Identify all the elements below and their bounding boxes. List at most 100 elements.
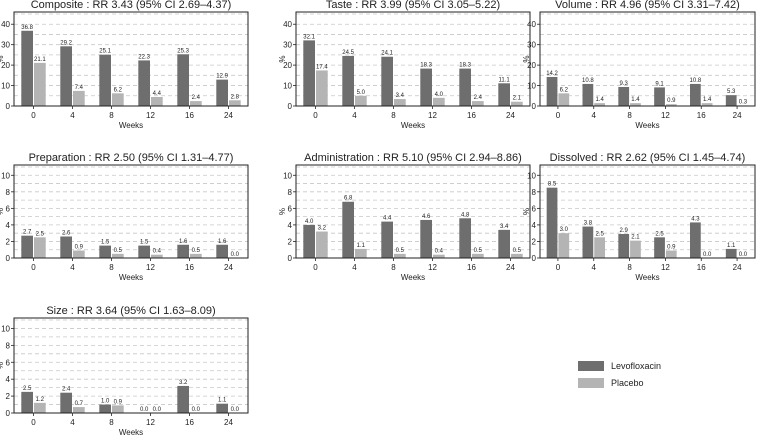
data-label: 21.1 xyxy=(34,57,46,63)
bar-placebo xyxy=(511,253,523,258)
data-label: 2.5 xyxy=(595,231,604,237)
x-tick-label: 12 xyxy=(146,263,155,272)
y-tick-label: 20 xyxy=(283,61,292,70)
x-tick-label: 12 xyxy=(146,418,155,427)
legend-label: Levofloxacin xyxy=(611,361,661,371)
y-tick-label: 30 xyxy=(1,41,10,50)
data-label: 24.5 xyxy=(342,50,354,56)
bar-placebo xyxy=(355,95,367,106)
data-label: 0.5 xyxy=(474,248,483,254)
data-label: 1.6 xyxy=(179,239,188,245)
x-axis-label: Weeks xyxy=(401,273,425,282)
x-tick-label: 16 xyxy=(185,263,194,272)
legend-swatch xyxy=(578,361,604,371)
x-axis-label: Weeks xyxy=(119,273,143,282)
x-tick-label: 0 xyxy=(556,263,561,272)
y-axis-label: % xyxy=(278,55,287,62)
data-label: 18.3 xyxy=(459,63,471,69)
y-tick-label: 0 xyxy=(288,254,293,263)
panel-frame xyxy=(13,317,249,414)
data-label: 2.7 xyxy=(23,230,32,236)
data-label: 0.0 xyxy=(231,252,240,258)
x-tick-label: 24 xyxy=(733,263,742,272)
data-label: 2.8 xyxy=(231,94,240,100)
y-tick-label: 0 xyxy=(6,102,11,111)
x-tick-label: 24 xyxy=(506,263,515,272)
x-tick-label: 8 xyxy=(109,263,114,272)
bar-levofloxacin xyxy=(99,245,111,258)
data-label: 2.5 xyxy=(36,231,45,237)
y-tick-label: 8 xyxy=(6,341,11,350)
bar-levofloxacin xyxy=(138,60,150,106)
data-label: 1.5 xyxy=(101,240,110,246)
panel-title: Taste : RR 3.99 (95% CI 3.05–5.22) xyxy=(326,0,500,11)
bar-levofloxacin xyxy=(303,224,315,258)
panel-frame xyxy=(539,164,756,259)
y-axis-label: % xyxy=(522,208,531,215)
bar-placebo xyxy=(472,101,484,106)
y-tick-label: 20 xyxy=(1,61,10,70)
data-label: 6.2 xyxy=(114,87,123,93)
x-tick-label: 16 xyxy=(697,111,706,120)
data-label: 2.6 xyxy=(62,230,71,236)
data-label: 25.1 xyxy=(99,49,111,55)
data-label: 2.1 xyxy=(631,235,640,241)
y-tick-label: 40 xyxy=(283,20,292,29)
y-tick-label: 6 xyxy=(288,204,293,213)
data-label: 29.2 xyxy=(60,40,72,46)
bar-placebo xyxy=(316,231,328,258)
x-tick-label: 12 xyxy=(428,111,437,120)
bar-placebo xyxy=(665,104,677,106)
x-tick-label: 0 xyxy=(556,111,561,120)
data-label: 1.1 xyxy=(357,243,366,249)
x-tick-label: 0 xyxy=(31,111,36,120)
bar-levofloxacin xyxy=(303,40,315,106)
data-label: 4.0 xyxy=(435,92,444,98)
y-tick-label: 0 xyxy=(532,254,537,263)
panel-6: Size : RR 3.64 (95% CI 1.63–8.09)0246810… xyxy=(0,305,249,436)
x-axis-label: Weeks xyxy=(119,121,143,130)
bar-levofloxacin xyxy=(381,221,393,258)
y-tick-label: 0 xyxy=(532,102,537,111)
bar-placebo xyxy=(112,253,124,258)
bar-placebo xyxy=(34,237,46,258)
x-axis-label: Weeks xyxy=(635,273,659,282)
data-label: 0.5 xyxy=(192,248,201,254)
x-axis-label: Weeks xyxy=(401,121,425,130)
data-label: 10.8 xyxy=(582,78,594,84)
data-label: 1.2 xyxy=(36,397,45,403)
y-tick-label: 6 xyxy=(6,204,11,213)
data-label: 1.1 xyxy=(727,243,736,249)
x-tick-label: 12 xyxy=(661,263,670,272)
x-tick-label: 0 xyxy=(313,263,318,272)
bar-levofloxacin xyxy=(60,236,72,258)
panel-frame xyxy=(295,164,531,259)
panel-3: Preparation : RR 2.50 (95% CI 1.31–4.77)… xyxy=(0,152,249,282)
data-label: 4.8 xyxy=(461,212,470,218)
data-label: 25.3 xyxy=(177,48,189,54)
data-label: 4.3 xyxy=(691,216,700,222)
panel-title: Preparation : RR 2.50 (95% CI 1.31–4.77) xyxy=(29,152,234,164)
bar-levofloxacin xyxy=(21,391,33,413)
bar-levofloxacin xyxy=(60,46,72,106)
bar-levofloxacin xyxy=(498,229,510,258)
data-label: 0.5 xyxy=(396,248,405,254)
bar-levofloxacin xyxy=(138,245,150,258)
bar-placebo xyxy=(73,90,85,106)
x-tick-label: 8 xyxy=(109,111,114,120)
y-tick-label: 4 xyxy=(532,221,537,230)
bar-placebo xyxy=(34,62,46,106)
data-label: 0.7 xyxy=(75,401,84,407)
y-tick-label: 30 xyxy=(527,41,536,50)
x-tick-label: 4 xyxy=(70,418,75,427)
bar-levofloxacin xyxy=(582,226,594,258)
bar-placebo xyxy=(190,101,202,106)
x-tick-label: 8 xyxy=(109,418,114,427)
panel-title: Administration : RR 5.10 (95% CI 2.94–8.… xyxy=(304,152,522,164)
data-label: 3.4 xyxy=(396,93,405,99)
data-label: 3.0 xyxy=(560,227,569,233)
bar-placebo xyxy=(394,253,406,258)
y-axis-label: % xyxy=(522,55,531,62)
data-label: 2.5 xyxy=(655,231,664,237)
y-tick-label: 10 xyxy=(283,171,292,180)
